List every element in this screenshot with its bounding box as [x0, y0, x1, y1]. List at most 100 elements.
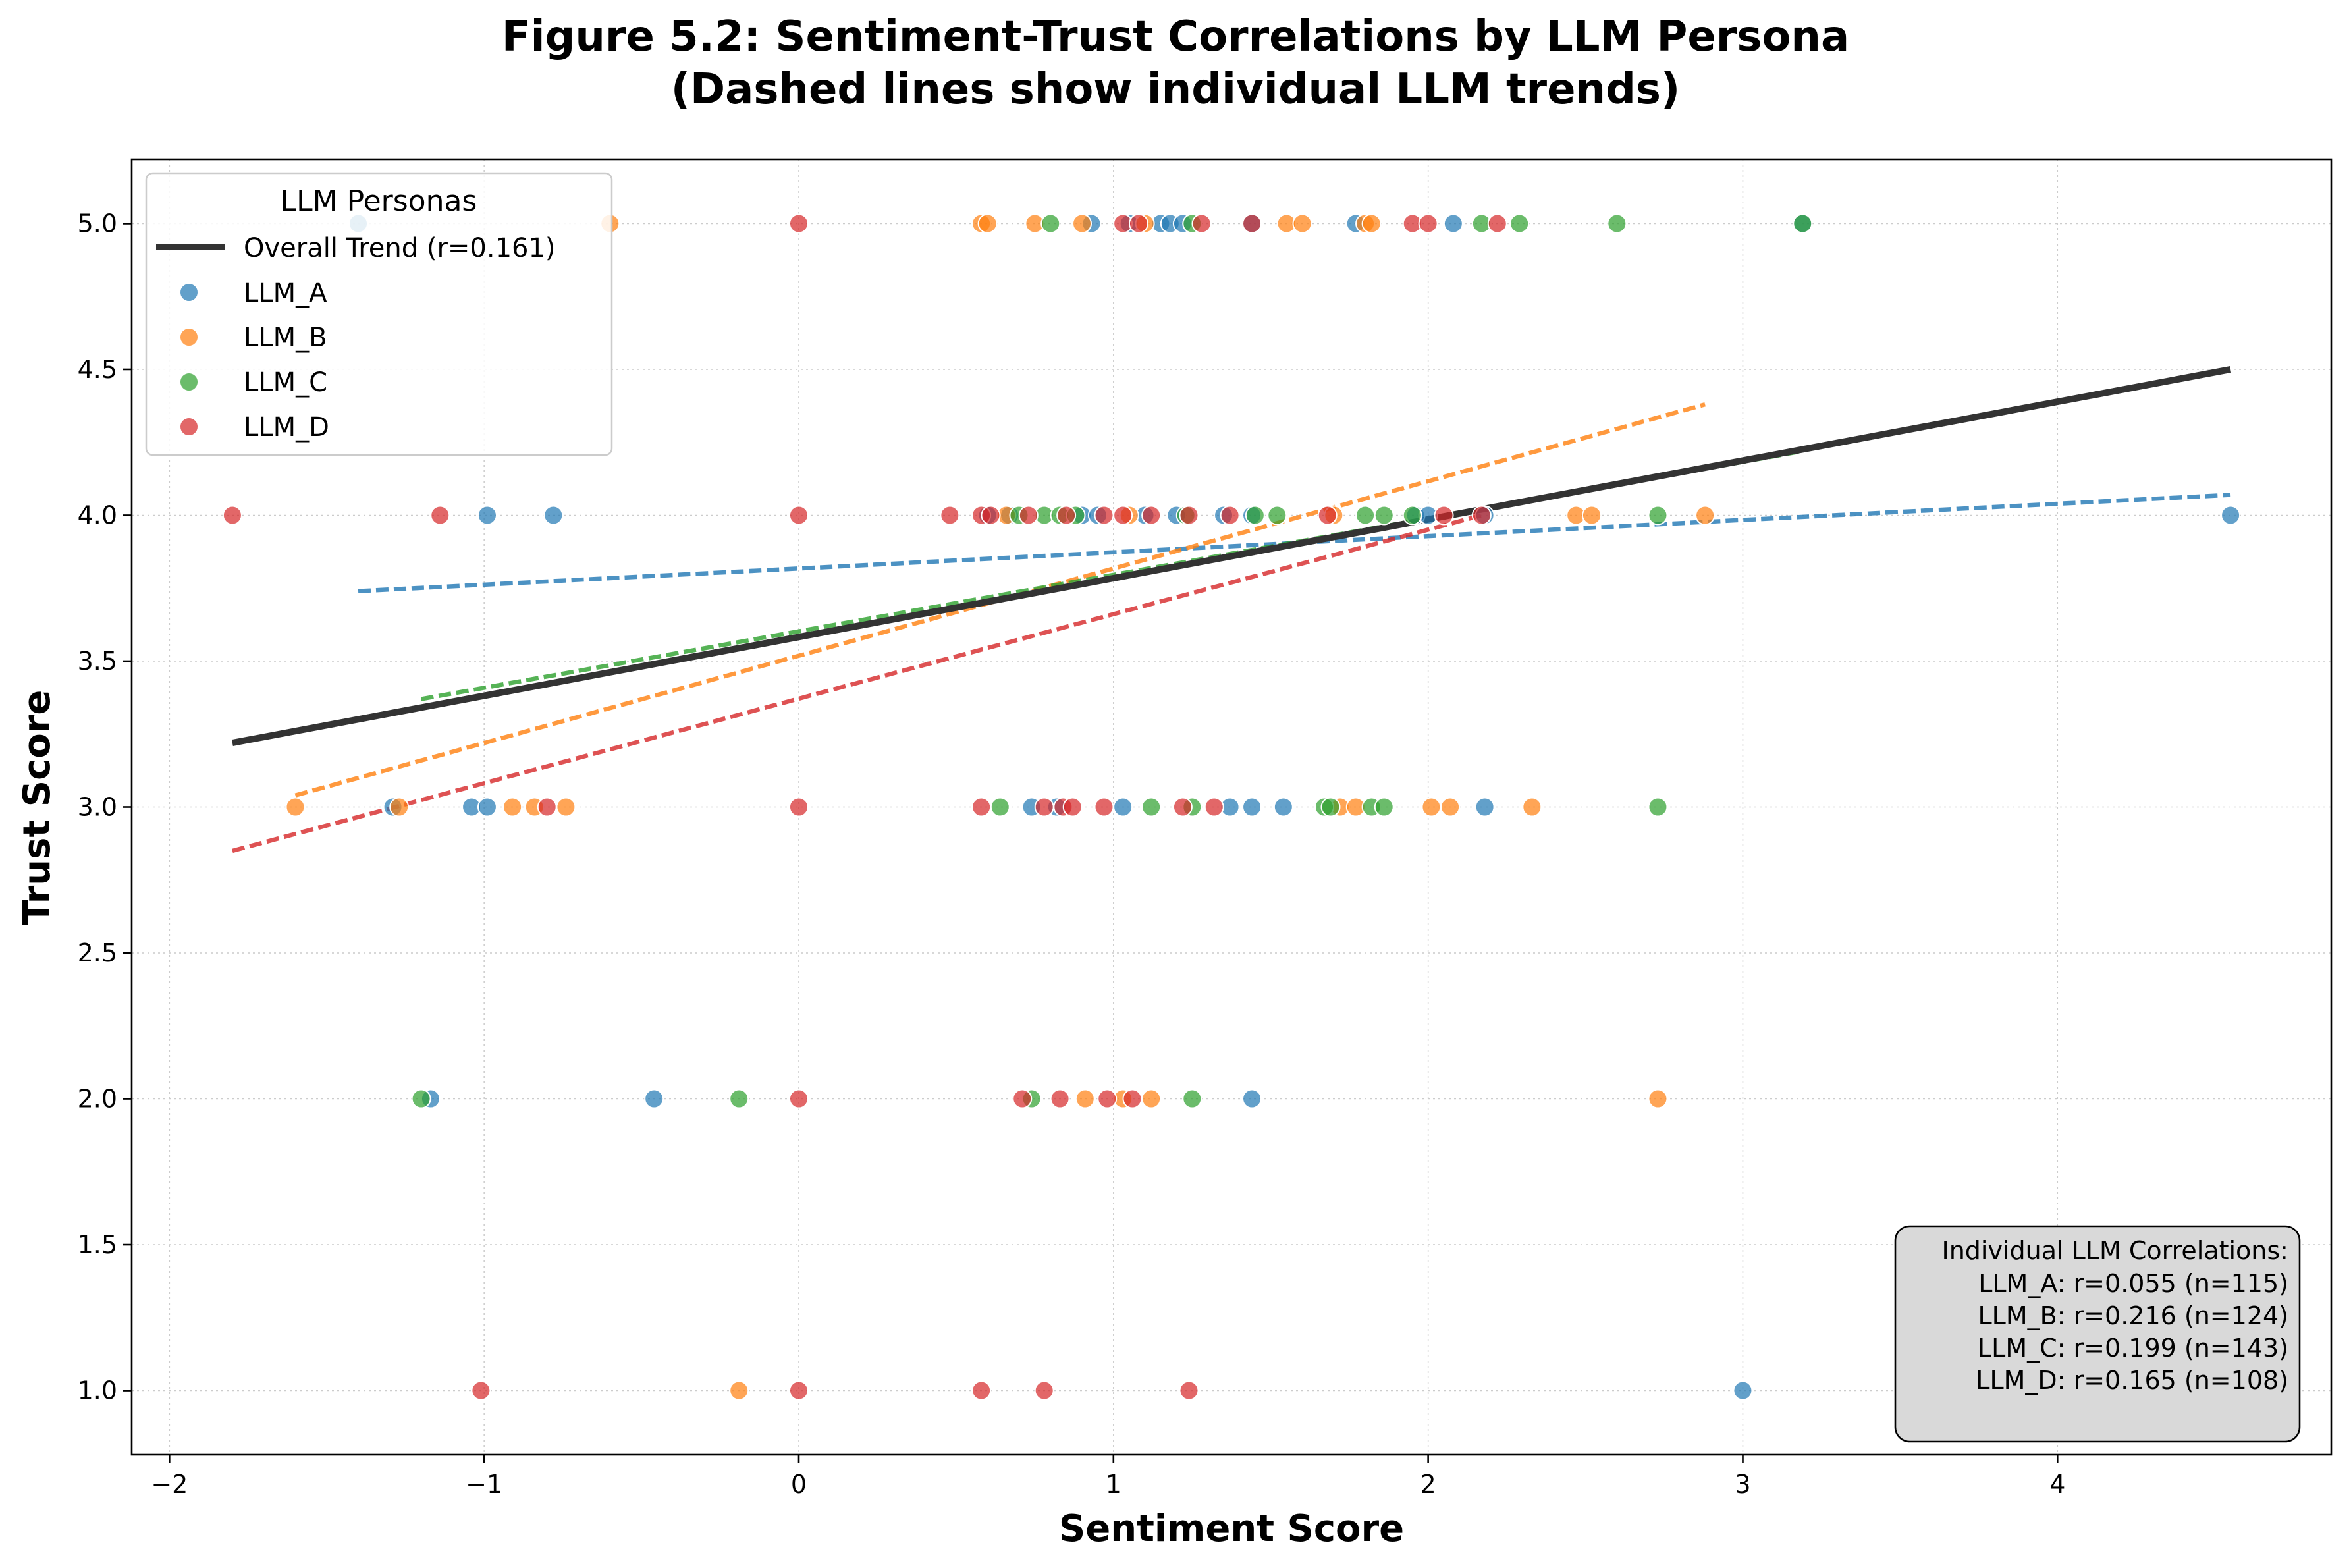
y-tick-label: 2.5	[78, 938, 117, 967]
overall-trend-line-group	[231, 366, 2232, 746]
trend-line-llm-a	[358, 493, 2231, 593]
point-llm-d	[1141, 505, 1162, 526]
point-llm-d	[1034, 1380, 1054, 1401]
point-llm-b	[389, 797, 410, 817]
point-llm-c	[1402, 505, 1422, 526]
point-llm-c	[1648, 505, 1668, 526]
point-llm-d	[971, 797, 992, 817]
point-llm-a	[1242, 797, 1262, 817]
point-llm-b	[1440, 797, 1461, 817]
point-llm-c	[1374, 797, 1394, 817]
point-llm-d	[1179, 1380, 1199, 1401]
annotation-title: Individual LLM Correlations:	[1942, 1236, 2289, 1265]
point-llm-d	[430, 505, 450, 526]
point-llm-c	[1267, 505, 1287, 526]
point-llm-b	[729, 1380, 749, 1401]
point-llm-d	[788, 1089, 809, 1109]
chart-subtitle: (Dashed lines show individual LLM trends…	[671, 65, 1680, 114]
point-llm-c	[1509, 213, 1530, 234]
point-llm-b	[1292, 213, 1312, 234]
point-llm-d	[1434, 505, 1454, 526]
point-llm-d	[788, 505, 809, 526]
point-llm-c	[1648, 797, 1668, 817]
trend-line-llm-c	[421, 448, 1803, 701]
point-llm-d	[1097, 1089, 1118, 1109]
point-llm-d	[1056, 505, 1077, 526]
point-llm-b	[502, 797, 523, 817]
legend-marker-llm-d	[179, 417, 199, 437]
point-llm-d	[788, 213, 809, 234]
point-llm-a	[543, 505, 564, 526]
point-llm-c	[1374, 505, 1394, 526]
legend-overall-label: Overall Trend (r=0.161)	[244, 233, 556, 263]
y-tick-label: 5.0	[78, 209, 117, 238]
point-llm-d	[1129, 213, 1149, 234]
chart-title: Figure 5.2: Sentiment-Trust Correlations…	[502, 13, 1849, 61]
point-llm-d	[1317, 505, 1338, 526]
y-tick-label: 2.0	[78, 1085, 117, 1114]
point-llm-a	[644, 1089, 664, 1109]
point-llm-d	[1122, 1089, 1143, 1109]
y-tick-label: 4.0	[78, 500, 117, 529]
point-llm-b	[1361, 213, 1382, 234]
trend-line-llm-d	[232, 513, 1482, 853]
y-axis-ticks: 1.0 1.5 2.0 2.5 3.0 3.5 4.0 4.5 5.0	[78, 209, 132, 1405]
point-llm-d	[1418, 213, 1438, 234]
point-llm-d	[1487, 213, 1507, 234]
point-llm-d	[1094, 797, 1114, 817]
point-llm-b	[285, 797, 306, 817]
point-llm-d	[1471, 505, 1492, 526]
point-llm-a	[2221, 505, 2241, 526]
legend-marker-llm-c	[179, 372, 199, 392]
point-llm-d	[1220, 505, 1240, 526]
point-llm-b	[1648, 1089, 1668, 1109]
legend-label-llm-a: LLM_A	[244, 278, 327, 308]
point-llm-b	[1421, 797, 1442, 817]
correlation-annotation: Individual LLM Correlations: LLM_A: r=0.…	[1894, 1225, 2301, 1443]
x-tick-label: 4	[2049, 1470, 2065, 1499]
legend-label-llm-d: LLM_D	[244, 412, 329, 443]
point-llm-d	[1179, 505, 1199, 526]
point-llm-d	[940, 505, 960, 526]
legend-series-entries: LLM_A LLM_B LLM_C LLM_D	[179, 278, 329, 443]
y-tick-label: 3.5	[78, 647, 117, 676]
x-tick-label: 0	[791, 1470, 807, 1499]
x-tick-label: −2	[151, 1470, 188, 1499]
point-llm-c	[1607, 213, 1627, 234]
point-llm-c	[729, 1089, 749, 1109]
point-llm-c	[1141, 797, 1162, 817]
point-llm-b	[1522, 797, 1542, 817]
legend-label-llm-b: LLM_B	[244, 323, 327, 353]
point-llm-d	[1191, 213, 1212, 234]
x-tick-label: 2	[1420, 1470, 1436, 1499]
point-llm-b	[1582, 505, 1602, 526]
point-llm-c	[1355, 505, 1376, 526]
point-llm-d	[971, 1380, 992, 1401]
point-llm-b	[977, 213, 998, 234]
y-tick-label: 1.0	[78, 1376, 117, 1405]
point-llm-d	[1094, 505, 1114, 526]
legend-marker-llm-a	[179, 283, 199, 302]
point-llm-d	[1018, 505, 1039, 526]
legend-marker-llm-b	[179, 327, 199, 347]
legend-label-llm-c: LLM_C	[244, 367, 327, 398]
annotation-line-llm-b: LLM_B: r=0.216 (n=124)	[1978, 1301, 2288, 1330]
point-llm-a	[1273, 797, 1293, 817]
point-llm-c	[1040, 213, 1061, 234]
point-llm-d	[981, 505, 1001, 526]
legend-title: LLM Personas	[281, 184, 477, 218]
point-llm-d	[222, 505, 242, 526]
annotation-box	[1894, 1225, 2301, 1443]
x-tick-label: 1	[1106, 1470, 1121, 1499]
point-llm-d	[1062, 797, 1083, 817]
y-axis-label: Trust Score	[16, 690, 59, 925]
point-llm-d	[1204, 797, 1224, 817]
legend-box	[145, 172, 613, 456]
x-axis-label: Sentiment Score	[1059, 1507, 1404, 1550]
point-llm-c	[411, 1089, 431, 1109]
point-llm-b	[1072, 213, 1093, 234]
point-llm-b	[1075, 1089, 1095, 1109]
point-llm-d	[537, 797, 557, 817]
legend: LLM Personas Overall Trend (r=0.161) LLM…	[145, 172, 613, 456]
